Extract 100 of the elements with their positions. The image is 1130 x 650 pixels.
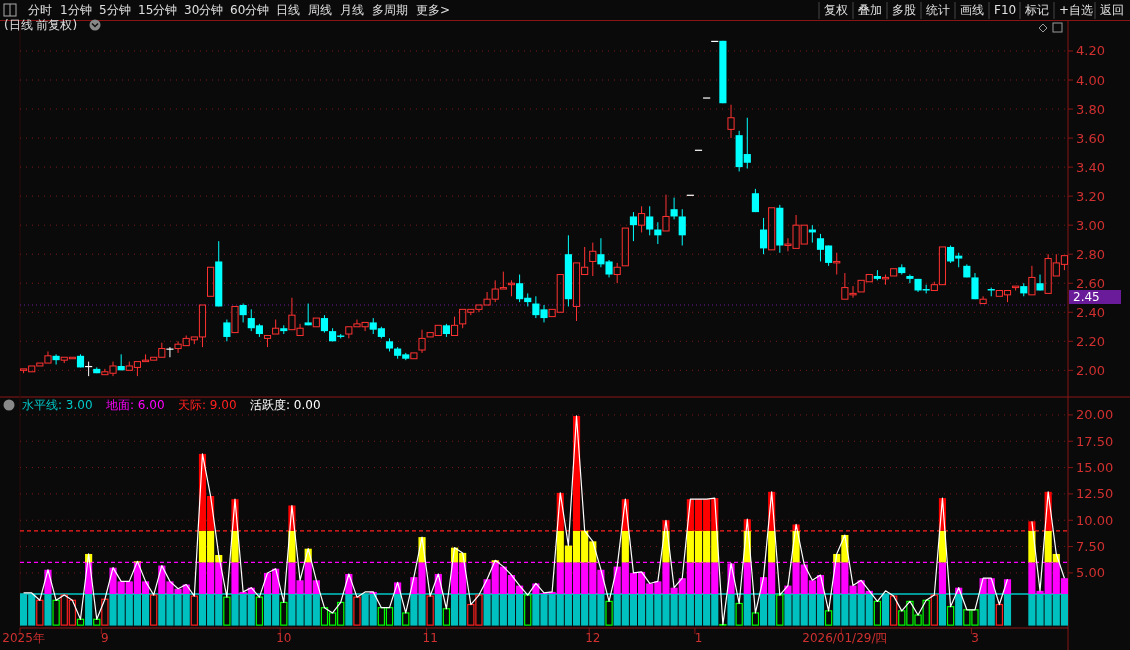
y-tick-label: 4.20 [1076, 43, 1105, 59]
candlestick [727, 104, 735, 139]
x-tick-label: 3 [971, 631, 979, 645]
bar [735, 602, 743, 626]
candlestick [759, 217, 768, 255]
bar [150, 594, 158, 626]
y-tick-label: 3.40 [1076, 159, 1105, 175]
text: 多周期 [372, 3, 408, 17]
y-tick-label: 4.00 [1076, 72, 1105, 88]
bar [930, 594, 938, 626]
candlestick [906, 274, 914, 284]
bar [621, 530, 629, 563]
bar [426, 595, 434, 626]
text: 日线 [276, 3, 300, 17]
candlestick [418, 329, 426, 354]
candlestick [971, 272, 979, 300]
text: F10 [994, 3, 1017, 17]
bar [873, 600, 882, 626]
ref-line-label: 水平线: 3.00 [22, 398, 93, 412]
y-tick-label: 3.00 [1076, 217, 1105, 233]
bar [101, 598, 109, 626]
bar [255, 596, 264, 626]
y-tick-label: 2.40 [1076, 304, 1105, 320]
bar [93, 618, 101, 626]
candlestick [768, 207, 776, 251]
y-tick-label: 2.80 [1076, 246, 1105, 262]
y-tick-label: 15.00 [1076, 460, 1114, 476]
y-tick-label: 3.60 [1076, 130, 1105, 146]
y-tick-label: 3.80 [1076, 101, 1105, 117]
x-tick-label: 1 [694, 631, 703, 645]
x-tick-label: 2025年 [2, 631, 45, 645]
y-tick-label: 5.00 [1076, 565, 1105, 581]
text: 月线 [340, 3, 364, 17]
y-tick-label: 2.60 [1076, 275, 1105, 291]
candlestick [207, 266, 215, 297]
bar [524, 594, 532, 626]
text: 多股 [892, 3, 916, 17]
candlestick [231, 305, 239, 334]
ref-line-label: 2.45 [1073, 290, 1100, 304]
y-tick-label: 3.20 [1076, 188, 1105, 204]
x-tick-label: 10 [276, 631, 292, 645]
text: +自选 [1059, 3, 1094, 17]
bar [353, 596, 361, 626]
bar [223, 596, 231, 626]
candlestick [629, 211, 638, 242]
candlestick [223, 319, 231, 342]
bar [280, 601, 288, 626]
candlestick [1036, 274, 1044, 291]
y-tick-label: 2.00 [1076, 362, 1105, 378]
text: 5分钟 [99, 3, 131, 17]
text: 30分钟 [184, 3, 224, 17]
bar [402, 612, 410, 626]
ref-line-label: 地面: 6.00 [105, 398, 165, 412]
candlestick [52, 353, 60, 366]
bar [36, 599, 44, 626]
candlestick [646, 205, 654, 236]
bar [995, 603, 1004, 626]
y-tick-label: 20.00 [1076, 407, 1114, 423]
x-tick-label: 9 [101, 631, 109, 645]
ref-line-label: 天际: 9.00 [178, 398, 237, 412]
candlestick [670, 197, 678, 220]
text: 返回 [1100, 3, 1124, 17]
bar [946, 606, 955, 626]
bar [743, 562, 751, 594]
y-tick-label: 2.20 [1076, 333, 1105, 349]
text: 标记 [1024, 3, 1049, 17]
bar [52, 599, 60, 626]
text: 画线 [960, 3, 984, 17]
candlestick [621, 227, 629, 267]
text: 分时 [28, 3, 52, 17]
text: 1分钟 [60, 3, 92, 17]
annotation: 活跃度: 0.00 [250, 398, 321, 412]
bar [768, 530, 776, 563]
bar [824, 610, 833, 626]
text: 更多> [416, 3, 451, 17]
y-tick-label: 17.50 [1076, 433, 1114, 449]
candlestick [312, 317, 320, 328]
text: 统计 [926, 3, 950, 17]
y-tick-label: 7.50 [1076, 539, 1105, 555]
text: 15分钟 [138, 3, 178, 17]
candlestick [890, 268, 898, 277]
bar [776, 594, 784, 626]
candlestick [678, 208, 686, 246]
bar [76, 618, 85, 626]
candlestick [662, 194, 670, 232]
text: 60分钟 [230, 3, 270, 17]
y-tick-label: 10.00 [1076, 512, 1114, 528]
chart-title: (日线 前复权) [4, 18, 78, 32]
x-tick-label: 11 [422, 631, 438, 645]
text: 周线 [308, 3, 332, 17]
bar [442, 608, 451, 626]
x-tick-label: 12 [585, 631, 601, 645]
text: 复权 [824, 3, 848, 17]
bar [605, 600, 613, 626]
candlestick [507, 279, 516, 297]
bar [889, 595, 898, 626]
candlestick [410, 352, 418, 360]
candlestick [979, 295, 987, 305]
bar [190, 595, 199, 626]
text: 叠加 [858, 3, 882, 17]
